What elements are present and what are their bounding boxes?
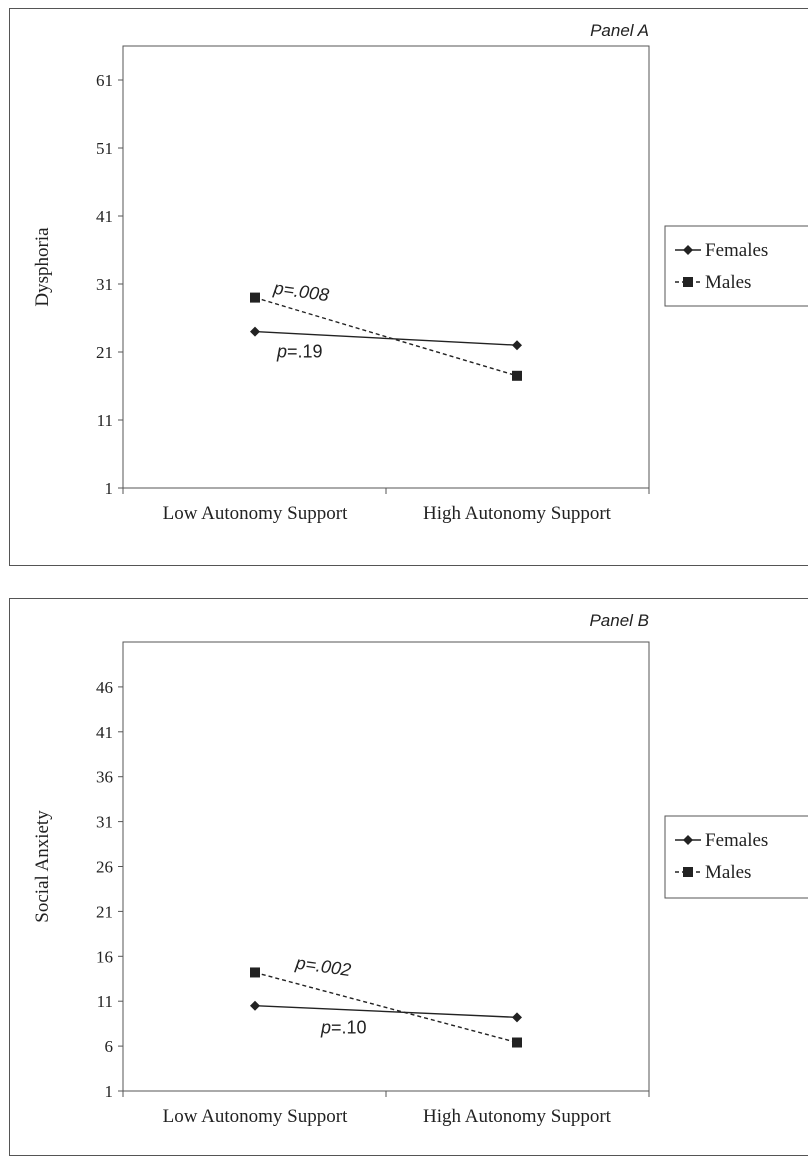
p-value-annotation: p=.002 <box>293 952 352 980</box>
y-tick-label: 41 <box>96 723 113 742</box>
data-point-males <box>250 292 260 303</box>
series-line-males <box>254 971 518 1044</box>
legend-label: Females <box>705 240 768 261</box>
legend-label: Females <box>705 830 768 851</box>
series-line-males <box>254 296 518 377</box>
data-point-males <box>512 370 522 381</box>
y-tick-label: 6 <box>105 1037 114 1056</box>
series-line-females <box>254 1004 518 1019</box>
legend-marker-females <box>683 245 693 255</box>
y-tick-label: 36 <box>96 768 113 787</box>
legend-marker-males <box>683 277 693 287</box>
legend-box <box>664 225 808 307</box>
p-value-annotation: p=.008 <box>271 278 330 306</box>
data-point-males <box>512 1037 522 1048</box>
legend-marker-males <box>683 867 693 877</box>
x-category-label: High Autonomy Support <box>423 1106 612 1127</box>
plot-area <box>122 45 650 489</box>
y-tick-label: 11 <box>97 411 113 430</box>
y-axis-label: Social Anxiety <box>32 810 53 923</box>
x-category-label: High Autonomy Support <box>423 503 612 524</box>
y-tick-label: 61 <box>96 71 113 90</box>
y-tick-label: 46 <box>96 678 113 697</box>
plot-area <box>122 641 650 1092</box>
series-line-females <box>254 330 518 346</box>
y-tick-label: 26 <box>96 858 113 877</box>
data-point-females <box>250 1000 260 1011</box>
legend-box <box>664 815 808 899</box>
y-tick-label: 31 <box>96 275 113 294</box>
panel-title: Panel A <box>590 21 649 40</box>
y-tick-label: 1 <box>105 1082 114 1101</box>
y-tick-label: 1 <box>105 479 114 498</box>
p-value-annotation: p=.10 <box>320 1018 367 1038</box>
y-tick-label: 41 <box>96 207 113 226</box>
legend-label: Males <box>705 272 751 293</box>
legend-marker-females <box>683 835 693 845</box>
data-point-females <box>250 326 260 337</box>
p-value-annotation: p=.19 <box>276 342 323 362</box>
y-tick-label: 51 <box>96 139 113 158</box>
x-category-label: Low Autonomy Support <box>163 503 348 524</box>
x-category-label: Low Autonomy Support <box>163 1106 348 1127</box>
y-axis-label: Dysphoria <box>32 227 53 307</box>
legend-label: Males <box>705 862 751 883</box>
y-tick-label: 31 <box>96 813 113 832</box>
y-tick-label: 11 <box>97 992 113 1011</box>
data-point-females <box>512 1012 522 1023</box>
legend: Females Males <box>664 225 808 307</box>
data-point-males <box>250 967 260 978</box>
data-point-females <box>512 340 522 351</box>
legend: Females Males <box>664 815 808 899</box>
y-tick-label: 16 <box>96 947 113 966</box>
y-tick-label: 21 <box>96 343 113 362</box>
y-tick-label: 21 <box>96 902 113 921</box>
panel-title: Panel B <box>589 611 649 630</box>
